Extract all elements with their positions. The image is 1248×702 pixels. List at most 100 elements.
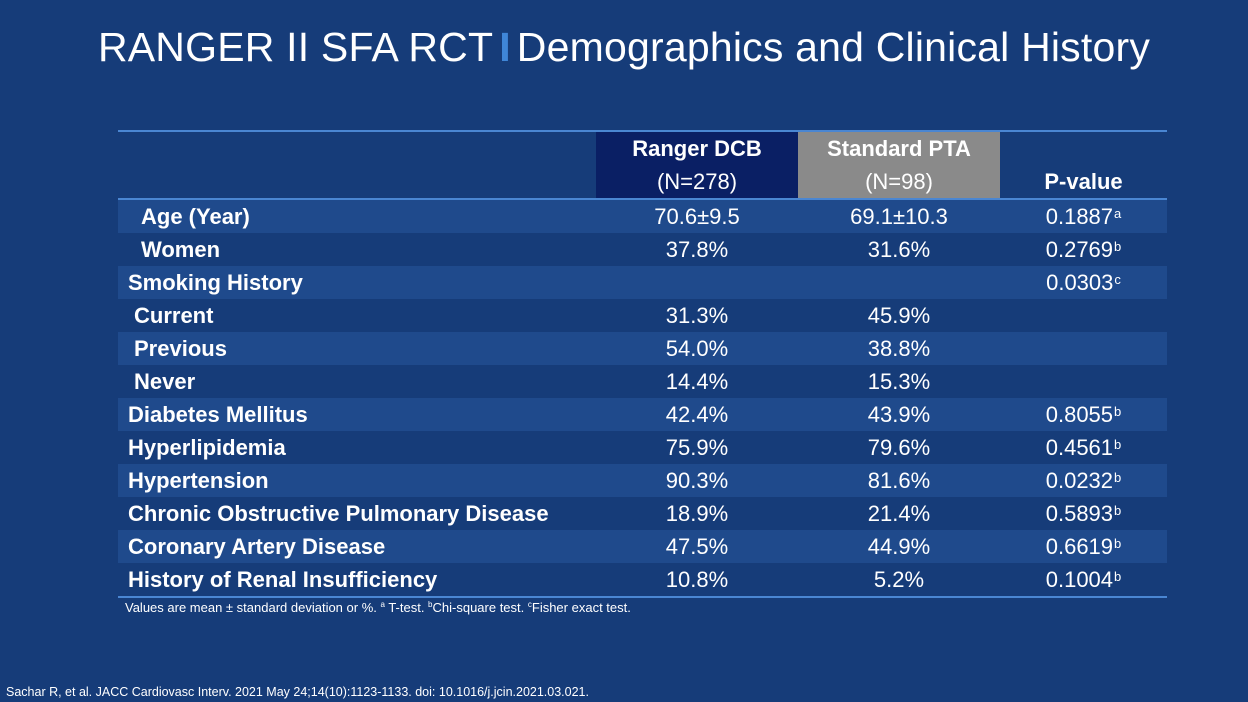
p-value: 0.0303c xyxy=(1000,266,1167,299)
ranger-value: 31.3% xyxy=(596,299,798,332)
footnote-mark-b: b xyxy=(428,600,433,609)
table-row: Hyperlipidemia 75.9% 79.6% 0.4561b xyxy=(118,431,1167,464)
footnote-mark-a: a xyxy=(380,600,385,609)
p-value xyxy=(1000,299,1167,332)
ranger-value: 37.8% xyxy=(596,233,798,266)
p-value: 0.4561b xyxy=(1000,431,1167,464)
table-body: Age (Year) 70.6±9.5 69.1±10.3 0.1887a Wo… xyxy=(118,199,1167,598)
title-sub: Demographics and Clinical History xyxy=(516,24,1151,70)
p-value-footnote-mark: b xyxy=(1114,238,1122,254)
p-value-footnote-mark: c xyxy=(1114,271,1121,287)
pta-value: 44.9% xyxy=(798,530,1000,563)
pta-value: 15.3% xyxy=(798,365,1000,398)
title-separator: I xyxy=(499,24,511,70)
p-value xyxy=(1000,332,1167,365)
row-label: Diabetes Mellitus xyxy=(118,398,596,431)
p-value-number: 0.1004 xyxy=(1045,566,1114,592)
pta-value: 31.6% xyxy=(798,233,1000,266)
table-row: Never 14.4% 15.3% xyxy=(118,365,1167,398)
header-ranger-n: (N=278) xyxy=(596,165,798,200)
table-row: Current 31.3% 45.9% xyxy=(118,299,1167,332)
pta-value: 69.1±10.3 xyxy=(798,199,1000,233)
table-row: Previous 54.0% 38.8% xyxy=(118,332,1167,365)
footnote-intro: Values are mean ± standard deviation or … xyxy=(125,600,381,615)
p-value-footnote-mark: b xyxy=(1114,403,1122,419)
pta-value xyxy=(798,266,1000,299)
p-value-footnote-mark: b xyxy=(1114,535,1122,551)
table-row: History of Renal Insufficiency 10.8% 5.2… xyxy=(118,563,1167,598)
header-row-bottom: (N=278) (N=98) P-value xyxy=(118,165,1167,200)
p-value: 0.2769b xyxy=(1000,233,1167,266)
p-value-number: 0.0303 xyxy=(1046,269,1114,295)
row-label: Current xyxy=(118,299,596,332)
row-label: History of Renal Insufficiency xyxy=(118,563,596,598)
pta-value: 5.2% xyxy=(798,563,1000,598)
p-value-footnote-mark: b xyxy=(1114,469,1122,485)
header-empty-cell xyxy=(118,130,596,165)
ranger-value: 10.8% xyxy=(596,563,798,598)
table-header: Ranger DCB Standard PTA (N=278) (N=98) P… xyxy=(118,130,1167,200)
p-value xyxy=(1000,365,1167,398)
ranger-value: 18.9% xyxy=(596,497,798,530)
table-row: Smoking History 0.0303c xyxy=(118,266,1167,299)
p-value-number: 0.6619 xyxy=(1045,533,1114,559)
p-value: 0.5893b xyxy=(1000,497,1167,530)
row-label: Age (Year) xyxy=(118,199,596,233)
citation: Sachar R, et al. JACC Cardiovasc Interv.… xyxy=(6,685,589,699)
footnote-a-text: T-test. xyxy=(384,600,429,615)
p-value-footnote-mark: b xyxy=(1114,568,1122,584)
row-label: Previous xyxy=(118,332,596,365)
p-value: 0.6619b xyxy=(1000,530,1167,563)
row-label: Smoking History xyxy=(118,266,596,299)
p-value: 0.1004b xyxy=(1000,563,1167,598)
p-value-footnote-mark: b xyxy=(1114,436,1122,452)
table-row: Diabetes Mellitus 42.4% 43.9% 0.8055b xyxy=(118,398,1167,431)
header-pta-name: Standard PTA xyxy=(798,130,1000,165)
footnote-c-text: Fisher exact test. xyxy=(531,600,631,615)
p-value: 0.1887a xyxy=(1000,199,1167,233)
p-value-number: 0.5893 xyxy=(1045,500,1114,526)
pta-value: 38.8% xyxy=(798,332,1000,365)
pta-value: 79.6% xyxy=(798,431,1000,464)
row-label: Chronic Obstructive Pulmonary Disease xyxy=(118,497,596,530)
ranger-value: 42.4% xyxy=(596,398,798,431)
table-row: Age (Year) 70.6±9.5 69.1±10.3 0.1887a xyxy=(118,199,1167,233)
p-value-number: 0.8055 xyxy=(1045,401,1114,427)
ranger-value: 14.4% xyxy=(596,365,798,398)
header-pta-n: (N=98) xyxy=(798,165,1000,200)
row-label: Women xyxy=(118,233,596,266)
ranger-value: 47.5% xyxy=(596,530,798,563)
p-value-number: 0.1887 xyxy=(1045,203,1114,229)
p-value-footnote-mark: b xyxy=(1114,502,1122,518)
header-pvalue: P-value xyxy=(1000,165,1167,200)
header-empty-cell xyxy=(118,165,596,200)
pta-value: 21.4% xyxy=(798,497,1000,530)
pta-value: 43.9% xyxy=(798,398,1000,431)
header-row-top: Ranger DCB Standard PTA xyxy=(118,130,1167,165)
header-pvalue-spacer xyxy=(1000,130,1167,165)
row-label: Hyperlipidemia xyxy=(118,431,596,464)
p-value-number: 0.4561 xyxy=(1045,434,1114,460)
ranger-value: 75.9% xyxy=(596,431,798,464)
pta-value: 81.6% xyxy=(798,464,1000,497)
table-footnote: Values are mean ± standard deviation or … xyxy=(125,600,631,615)
ranger-value: 90.3% xyxy=(596,464,798,497)
row-label: Hypertension xyxy=(118,464,596,497)
table-row: Hypertension 90.3% 81.6% 0.0232b xyxy=(118,464,1167,497)
p-value-number: 0.2769 xyxy=(1045,236,1114,262)
slide-title: RANGER II SFA RCT I Demographics and Clini… xyxy=(0,24,1248,71)
p-value: 0.8055b xyxy=(1000,398,1167,431)
ranger-value: 54.0% xyxy=(596,332,798,365)
p-value-number: 0.0232 xyxy=(1045,467,1114,493)
ranger-value xyxy=(596,266,798,299)
pta-value: 45.9% xyxy=(798,299,1000,332)
p-value: 0.0232b xyxy=(1000,464,1167,497)
footnote-mark-c: c xyxy=(527,600,532,609)
ranger-value: 70.6±9.5 xyxy=(596,199,798,233)
row-label: Coronary Artery Disease xyxy=(118,530,596,563)
row-label: Never xyxy=(118,365,596,398)
table-row: Women 37.8% 31.6% 0.2769b xyxy=(118,233,1167,266)
footnote-b-text: Chi-square test. xyxy=(432,600,528,615)
p-value-footnote-mark: a xyxy=(1114,205,1122,221)
header-ranger-name: Ranger DCB xyxy=(596,130,798,165)
